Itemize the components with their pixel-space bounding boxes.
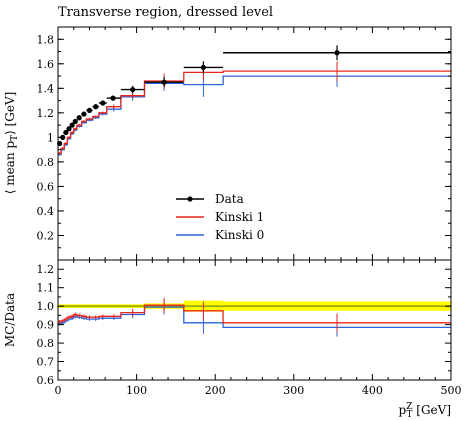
ratio-y-tick-label: 0.8: [37, 337, 55, 350]
main-y-axis: 0.2 0.4 0.6 0.8 1 1.2 1.4 1.6 1.8: [37, 33, 451, 249]
legend-kinski0-label: Kinski 0: [215, 228, 264, 242]
main-y-tick-label: 0.4: [37, 205, 55, 218]
main-frame: [57, 26, 452, 261]
data-points-layer: [56, 45, 451, 147]
x-axis-title-sup: Z: [406, 402, 412, 412]
data-point: [76, 115, 82, 121]
kinski0-histogram: [58, 75, 451, 156]
main-y-tick-label: 0.2: [37, 229, 55, 242]
data-point: [334, 50, 340, 56]
x-tick-label: 400: [362, 384, 383, 397]
legend-kinski1-label: Kinski 1: [215, 210, 264, 224]
data-point: [110, 95, 116, 101]
data-point: [66, 126, 72, 132]
x-tick-label: 100: [126, 384, 147, 397]
data-point: [200, 64, 207, 71]
data-point: [69, 122, 75, 128]
ratio-frame: [57, 259, 452, 381]
main-y-axis-title-post: ⟩ [GeV]: [3, 92, 17, 135]
x-tick-label: 200: [205, 384, 226, 397]
legend: Data Kinski 1 Kinski 0: [176, 192, 264, 242]
data-point: [93, 104, 99, 110]
ratio-y-tick-label: 1.1: [37, 282, 55, 295]
x-axis-title-post: [GeV]: [412, 403, 451, 417]
main-series-layer: [58, 61, 451, 156]
ratio-y-tick-label: 0.9: [37, 319, 55, 332]
x-axis-title-pre: p: [399, 403, 407, 417]
ratio-y-tick-label: 0.7: [37, 356, 55, 369]
ratio-y-tick-label: 1.2: [37, 263, 55, 276]
ratio-y-axis-title: MC/Data: [3, 293, 17, 347]
chart-title: Transverse region, dressed level: [58, 5, 273, 20]
x-axis-title-sub: T: [406, 410, 412, 420]
x-tick-label: 0: [55, 384, 62, 397]
x-tick-label: 500: [441, 384, 462, 397]
data-point: [130, 86, 136, 93]
main-panel: 0.2 0.4 0.6 0.8 1 1.2 1.4 1.6 1.8 ⟨ mean pT⟩ [Ge…: [3, 26, 452, 261]
main-x-ticks: [57, 27, 452, 260]
data-point: [86, 107, 93, 113]
legend-data-label: Data: [215, 192, 244, 206]
legend-data-marker: [187, 196, 193, 202]
ratio-series-layer: [58, 297, 451, 337]
ratio-y-axis: 0.6 0.7 0.8 0.9 1.0 1.1 1.2: [37, 263, 451, 387]
main-y-axis-title: ⟨ mean pT⟩ [GeV]: [3, 92, 20, 195]
data-point: [161, 79, 167, 85]
kinski1-histogram: [58, 70, 451, 154]
main-y-tick-label: 1.2: [37, 107, 55, 120]
x-tick-label: 300: [283, 384, 304, 397]
data-point: [72, 118, 78, 125]
ratio-y-tick-label: 0.6: [37, 374, 55, 387]
data-point: [63, 129, 69, 136]
main-y-tick-label: 0.6: [37, 180, 55, 193]
x-axis-title: pZ T [GeV]: [399, 402, 452, 420]
main-y-axis-title-sub: T: [10, 135, 20, 141]
data-point: [100, 100, 106, 106]
data-point: [81, 111, 87, 117]
main-y-tick-label: 1.8: [37, 33, 55, 46]
main-y-axis-title-pre: ⟨ mean p: [3, 141, 17, 195]
x-axis: 0 100 200 300 400 500: [55, 260, 462, 397]
main-y-tick-label: 1.6: [37, 58, 55, 71]
main-y-tick-label: 0.8: [37, 156, 55, 169]
ratio-y-tick-label: 1.0: [37, 300, 55, 313]
main-y-tick-label: 1: [47, 131, 54, 144]
ratio-panel: 0.6 0.7 0.8 0.9 1.0 1.1 1.2 0 100 200 300 400 500 M…: [3, 259, 462, 420]
main-y-tick-label: 1.4: [37, 82, 55, 95]
